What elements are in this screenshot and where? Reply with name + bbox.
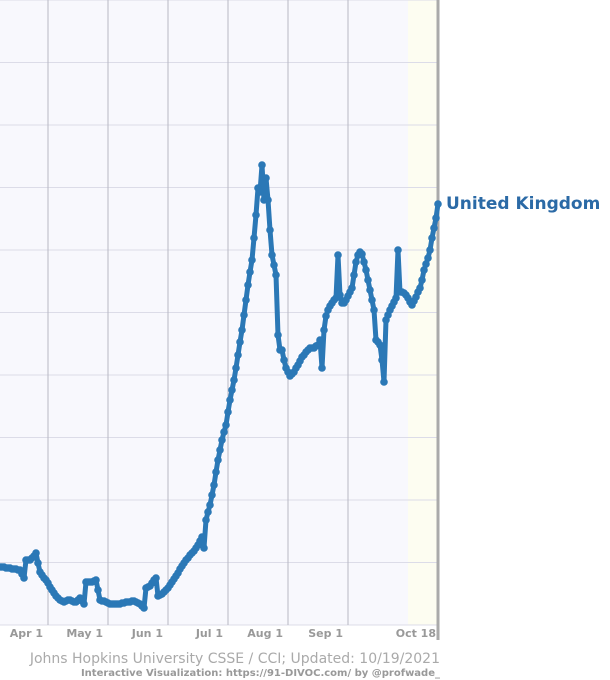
point <box>318 364 326 372</box>
point <box>202 516 210 524</box>
point <box>214 456 222 464</box>
point <box>416 284 424 292</box>
point <box>236 338 244 346</box>
point <box>216 446 224 454</box>
point <box>206 501 214 509</box>
point <box>370 306 378 314</box>
point <box>360 258 368 266</box>
point <box>20 574 28 582</box>
x-tick-label: Jun 1 <box>131 627 163 640</box>
point <box>256 188 264 196</box>
point <box>352 258 360 266</box>
point <box>432 214 440 222</box>
point <box>434 200 442 208</box>
point <box>198 533 206 541</box>
point <box>270 261 278 269</box>
point <box>366 286 374 294</box>
point <box>262 174 270 182</box>
point <box>334 251 342 259</box>
point <box>376 341 384 349</box>
point <box>250 234 258 242</box>
point <box>244 281 252 289</box>
point <box>80 600 88 608</box>
point <box>208 491 216 499</box>
point <box>348 284 356 292</box>
point <box>248 256 256 264</box>
point <box>394 246 402 254</box>
point <box>422 260 430 268</box>
x-tick-label: Aug 1 <box>247 627 283 640</box>
point <box>240 311 248 319</box>
point <box>152 574 160 582</box>
x-tick-label: Apr 1 <box>10 627 43 640</box>
point <box>212 468 220 476</box>
source: Johns Hopkins University CSSE / CCI; Upd… <box>29 651 440 667</box>
point <box>252 211 260 219</box>
point <box>424 254 432 262</box>
point <box>234 351 242 359</box>
point <box>364 276 372 284</box>
point <box>230 376 238 384</box>
credit: Interactive Visualization: https://91-DI… <box>81 668 440 679</box>
point <box>34 559 42 567</box>
point <box>420 266 428 274</box>
series-label: United Kingdom <box>446 194 600 214</box>
point <box>358 250 366 258</box>
point <box>316 336 324 344</box>
point <box>274 331 282 339</box>
point <box>210 481 218 489</box>
point <box>228 386 236 394</box>
point <box>380 378 388 386</box>
point <box>278 346 286 354</box>
point <box>428 234 436 242</box>
point <box>418 276 426 284</box>
point <box>246 268 254 276</box>
point <box>336 291 344 299</box>
point <box>272 271 280 279</box>
point <box>430 224 438 232</box>
point <box>362 266 370 274</box>
point <box>226 396 234 404</box>
point <box>232 364 240 372</box>
point <box>266 226 274 234</box>
point <box>224 408 232 416</box>
point <box>322 312 330 320</box>
point <box>280 356 288 364</box>
point <box>268 251 276 259</box>
point <box>368 296 376 304</box>
point <box>218 436 226 444</box>
point <box>140 604 148 612</box>
point <box>350 271 358 279</box>
point <box>320 326 328 334</box>
point <box>392 294 400 302</box>
point <box>32 549 40 557</box>
point <box>220 428 228 436</box>
point <box>200 544 208 552</box>
x-tick-label: Oct 18 <box>396 627 436 640</box>
point <box>92 576 100 584</box>
point <box>222 421 230 429</box>
point <box>426 246 434 254</box>
x-tick-label: Sep 1 <box>308 627 343 640</box>
point <box>238 326 246 334</box>
x-tick-label: May 1 <box>66 627 103 640</box>
point <box>264 196 272 204</box>
point <box>258 161 266 169</box>
point <box>204 508 212 516</box>
point <box>242 296 250 304</box>
point <box>378 356 386 364</box>
x-tick-label: Jul 1 <box>195 627 223 640</box>
point <box>94 586 102 594</box>
